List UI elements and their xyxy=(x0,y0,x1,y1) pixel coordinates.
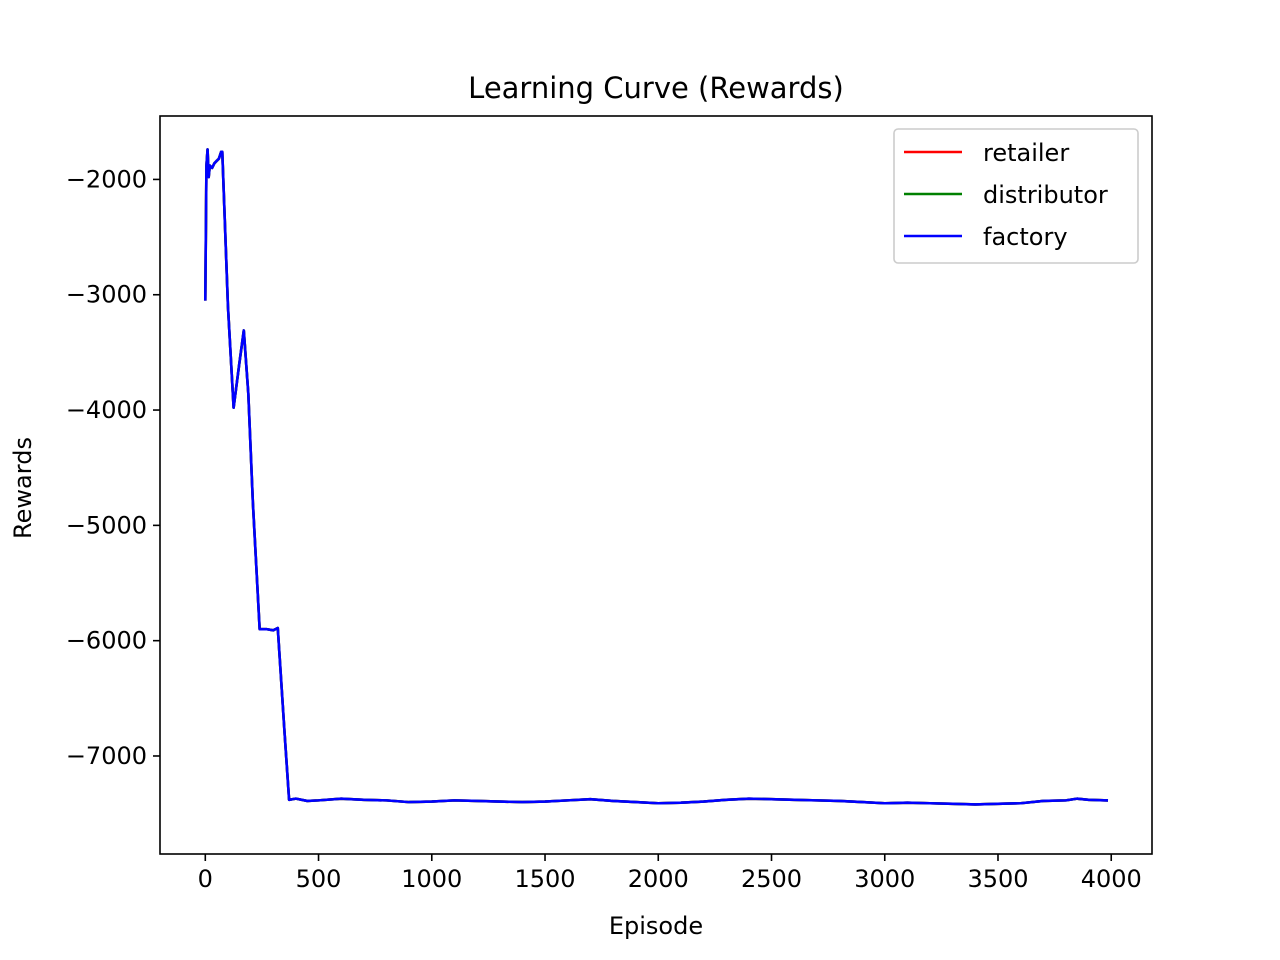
y-tick-label: −3000 xyxy=(66,281,147,309)
x-tick-label: 3500 xyxy=(967,865,1028,893)
x-tick-label: 4000 xyxy=(1081,865,1142,893)
x-tick-label: 3000 xyxy=(854,865,915,893)
y-tick-label: −5000 xyxy=(66,511,147,539)
y-tick-label: −2000 xyxy=(66,165,147,193)
plot-frame xyxy=(159,115,1153,855)
legend: retailer distributor factory xyxy=(893,128,1139,264)
x-tick-label: 1000 xyxy=(401,865,462,893)
legend-label-distributor: distributor xyxy=(983,181,1108,209)
x-tick-label: 2000 xyxy=(628,865,689,893)
series-line-factory xyxy=(203,148,1109,806)
y-tick-label: −4000 xyxy=(66,396,147,424)
x-tick-label: 2500 xyxy=(741,865,802,893)
legend-label-factory: factory xyxy=(983,223,1068,251)
y-tick-label: −7000 xyxy=(66,742,147,770)
y-axis-ticks: −2000 −3000 −4000 −5000 −6000 −7000 xyxy=(66,165,160,770)
y-axis-label: Rewards xyxy=(9,437,37,539)
x-tick-label: 0 xyxy=(198,865,213,893)
y-tick-label: −6000 xyxy=(66,627,147,655)
series-layer xyxy=(203,148,1109,806)
plot-area xyxy=(159,115,1153,855)
chart-title: Learning Curve (Rewards) xyxy=(468,71,844,105)
legend-entries: retailer distributor factory xyxy=(904,139,1108,251)
legend-box xyxy=(893,128,1139,264)
legend-label-retailer: retailer xyxy=(983,139,1069,167)
x-tick-label: 1500 xyxy=(514,865,575,893)
x-axis-label: Episode xyxy=(609,912,703,940)
x-axis-ticks: 0 500 1000 1500 2000 2500 3000 3500 4000 xyxy=(198,854,1142,893)
x-tick-label: 500 xyxy=(296,865,342,893)
